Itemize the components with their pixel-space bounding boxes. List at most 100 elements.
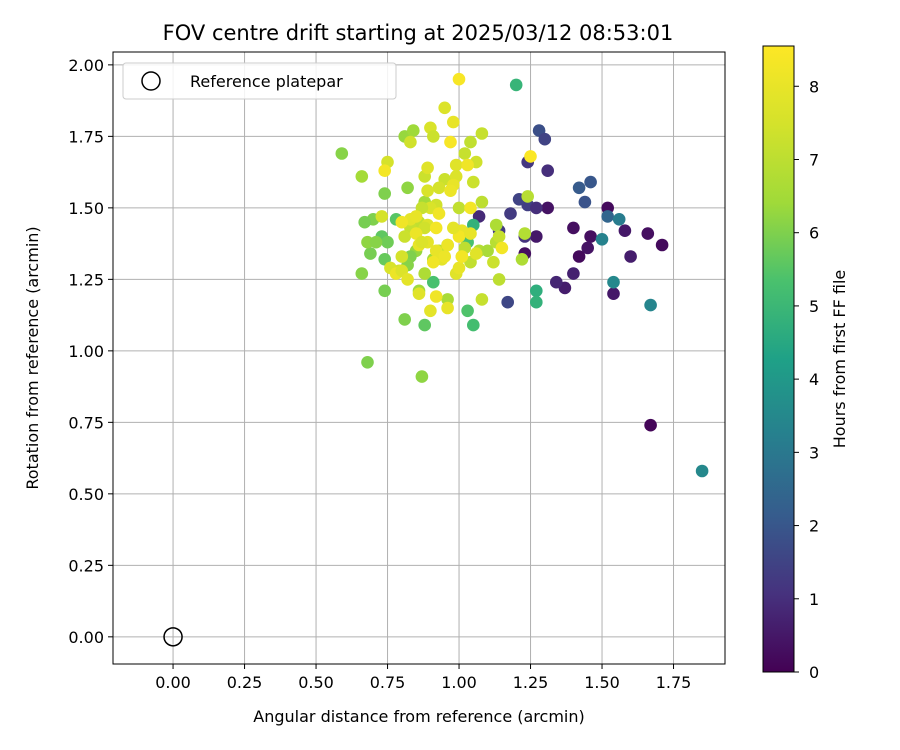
data-point xyxy=(541,164,554,177)
data-point xyxy=(584,175,597,189)
colorbar-tick-label: 7 xyxy=(809,150,819,169)
data-point xyxy=(452,261,466,275)
data-point xyxy=(447,221,460,235)
colorbar-label: Hours from first FF file xyxy=(830,270,849,449)
data-point xyxy=(355,267,369,280)
data-point xyxy=(447,115,460,129)
data-point xyxy=(461,304,474,318)
data-point xyxy=(415,370,429,383)
data-point xyxy=(521,190,534,203)
data-point xyxy=(601,210,614,223)
data-point xyxy=(538,132,552,146)
y-tick-label: 2.00 xyxy=(68,56,104,75)
x-axis-ticks: 0.00 0.25 0.50 0.75 1.00 1.25 1.50 1.75 xyxy=(155,664,691,692)
data-point xyxy=(489,218,503,232)
data-point xyxy=(415,235,429,249)
data-point xyxy=(481,244,494,258)
data-point xyxy=(612,213,626,226)
data-point xyxy=(378,187,392,200)
data-point xyxy=(375,210,389,223)
data-point xyxy=(581,241,594,255)
data-point xyxy=(427,130,440,143)
data-point xyxy=(429,221,443,235)
legend-marker-icon xyxy=(141,71,161,91)
data-point xyxy=(427,275,440,289)
x-tick-label: 0.00 xyxy=(155,673,191,692)
data-point xyxy=(492,273,506,286)
data-point xyxy=(655,238,669,252)
x-tick-label: 1.00 xyxy=(441,673,477,692)
data-point xyxy=(530,230,543,243)
data-point xyxy=(381,235,394,249)
y-tick-label: 1.50 xyxy=(68,199,104,218)
data-point xyxy=(567,221,580,235)
data-point xyxy=(644,418,657,432)
legend-label: Reference platepar xyxy=(190,72,343,91)
colorbar: 0 1 2 3 4 5 6 7 8 Hours from first FF file xyxy=(762,45,849,682)
data-point xyxy=(452,201,466,215)
data-point xyxy=(429,290,443,303)
x-tick-label: 1.50 xyxy=(584,673,620,692)
data-point xyxy=(584,230,597,243)
y-tick-label: 1.75 xyxy=(68,127,104,146)
data-point xyxy=(361,356,374,369)
data-point xyxy=(444,135,457,149)
colorbar-tick-label: 0 xyxy=(809,663,819,682)
data-point xyxy=(458,147,472,160)
data-point xyxy=(578,195,592,209)
data-point xyxy=(550,275,563,289)
data-point xyxy=(641,227,655,240)
y-tick-label: 0.00 xyxy=(68,628,104,647)
data-point xyxy=(509,78,523,92)
data-point xyxy=(695,464,709,478)
data-point xyxy=(501,295,514,309)
data-point xyxy=(418,318,432,332)
data-point xyxy=(595,233,609,246)
data-point xyxy=(412,287,426,301)
x-tick-label: 1.75 xyxy=(656,673,692,692)
y-axis-ticks: 0.00 0.25 0.50 0.75 1.00 1.25 1.50 1.75 2.00 xyxy=(68,56,113,647)
data-point xyxy=(452,72,466,86)
data-point xyxy=(455,250,469,263)
data-point xyxy=(504,207,517,220)
data-point xyxy=(395,250,409,263)
x-axis-label: Angular distance from reference (arcmin) xyxy=(253,707,584,726)
data-point xyxy=(492,230,506,243)
x-tick-label: 0.50 xyxy=(298,673,334,692)
data-point xyxy=(572,250,586,263)
data-point xyxy=(421,184,434,197)
data-point xyxy=(441,301,454,315)
data-point xyxy=(441,238,454,252)
data-point xyxy=(335,147,349,160)
data-point xyxy=(407,124,420,137)
data-point xyxy=(378,164,392,177)
colorbar-gradient xyxy=(762,45,795,673)
data-point xyxy=(541,201,554,215)
data-point xyxy=(524,150,537,163)
data-point xyxy=(464,201,477,215)
data-points xyxy=(335,72,709,478)
data-point xyxy=(438,101,452,115)
colorbar-tick-label: 8 xyxy=(809,77,819,96)
data-point xyxy=(607,275,620,289)
x-tick-label: 0.25 xyxy=(227,673,263,692)
data-point xyxy=(530,295,543,309)
data-point xyxy=(495,241,509,255)
y-tick-label: 0.75 xyxy=(68,413,104,432)
data-point xyxy=(427,255,440,269)
x-tick-label: 1.25 xyxy=(513,673,549,692)
colorbar-tick-label: 4 xyxy=(809,370,819,389)
data-point xyxy=(398,313,412,326)
colorbar-tick-label: 6 xyxy=(809,224,819,243)
legend-box xyxy=(122,62,397,100)
data-point xyxy=(567,267,580,280)
data-point xyxy=(467,318,480,332)
plot-frame xyxy=(112,51,726,665)
data-point xyxy=(355,170,369,183)
y-tick-label: 0.25 xyxy=(68,556,104,575)
y-tick-label: 0.50 xyxy=(68,485,104,504)
colorbar-ticks: 0 1 2 3 4 5 6 7 8 xyxy=(794,77,819,682)
data-point xyxy=(401,273,414,286)
data-point xyxy=(464,227,477,240)
